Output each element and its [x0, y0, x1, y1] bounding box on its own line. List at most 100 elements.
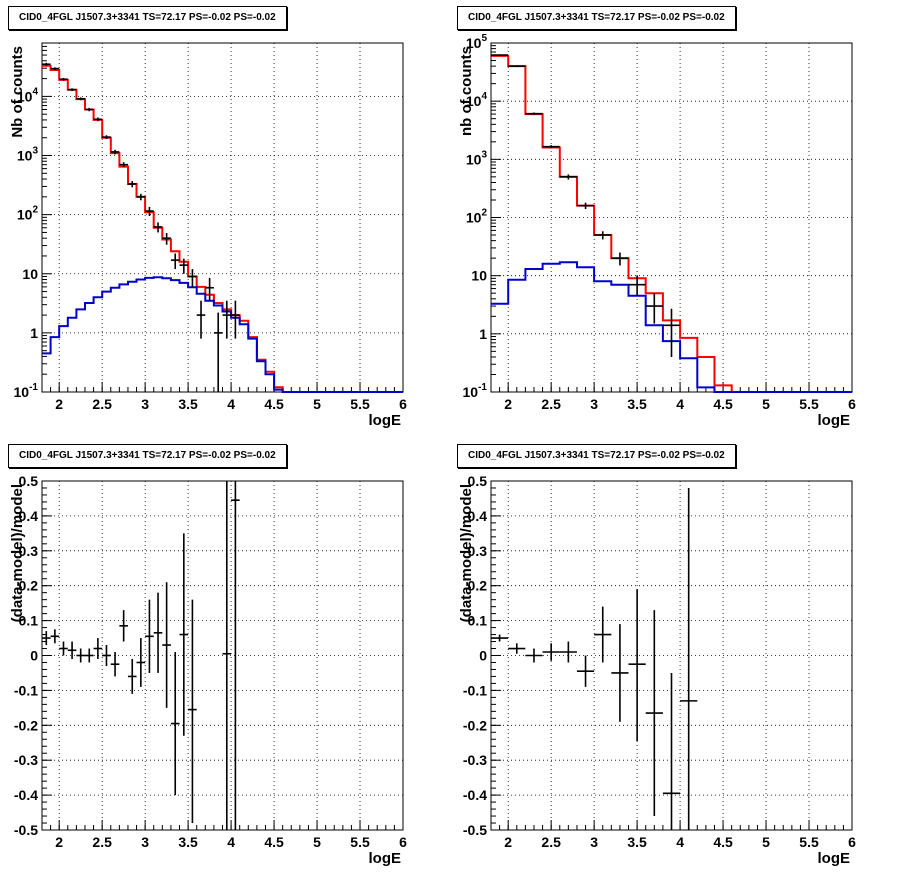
x-tick-label: 2	[55, 834, 63, 850]
x-tick-label: 4	[227, 834, 235, 850]
y-tick-label: 0	[30, 648, 38, 664]
x-tick-label: 2.5	[92, 834, 112, 850]
y-axis-title: (data-model)/model	[9, 484, 26, 622]
grid	[42, 43, 404, 392]
y-tick-label: 0.1	[468, 613, 488, 629]
data-point	[645, 610, 663, 817]
data-point	[145, 599, 154, 673]
data-point	[594, 231, 612, 240]
data-point	[559, 174, 577, 180]
data-point	[162, 232, 171, 245]
plot-frame	[41, 42, 404, 393]
x-tick-label: 6	[399, 396, 407, 412]
axes	[41, 42, 404, 393]
data-point	[67, 641, 77, 659]
x-tick-label: 3	[141, 396, 149, 412]
y-tick-label: -0.1	[463, 682, 487, 698]
y-tick-label: 1	[30, 325, 38, 341]
data-point	[76, 648, 85, 663]
data-point	[594, 606, 612, 663]
data-point	[119, 610, 128, 642]
y-tick-label: 104	[466, 91, 488, 109]
data-point	[119, 162, 128, 168]
data-point	[110, 652, 120, 677]
x-tick-label: 4.5	[713, 396, 733, 412]
y-tick-label: 10-1	[14, 382, 39, 400]
data-points	[491, 487, 698, 830]
y-tick-label: -0.3	[14, 752, 38, 768]
data-point	[59, 77, 68, 81]
data-point	[525, 648, 543, 663]
x-tick-label: 5	[313, 396, 321, 412]
x-tick-label: 5	[762, 396, 770, 412]
x-tick-label: 3.5	[627, 396, 647, 412]
y-tick-label: 0.4	[468, 508, 488, 524]
data-point	[222, 300, 232, 339]
y-axis-title: nb of counts	[458, 46, 475, 136]
x-tick-label: 5	[762, 834, 770, 850]
data-point	[170, 253, 180, 270]
grid	[491, 481, 853, 830]
data-point	[508, 65, 526, 68]
data-point	[179, 258, 189, 274]
plot-frame	[41, 480, 404, 831]
data-point	[42, 62, 51, 66]
data-point	[67, 88, 77, 92]
x-tick-label: 5	[313, 834, 321, 850]
data-point	[231, 300, 240, 339]
data-point	[127, 181, 137, 188]
y-tick-label: 0	[479, 648, 487, 664]
y-tick-label: 0.2	[468, 578, 488, 594]
x-tick-label: 6	[848, 396, 856, 412]
data-point	[179, 533, 189, 736]
data-point	[491, 634, 509, 642]
y-tick-label: 0.5	[19, 473, 39, 489]
y-axis-title: Nb of counts	[9, 46, 26, 138]
chart-title: CID0_4FGL J1507.3+3341 TS=72.17 PS=-0.02…	[457, 444, 736, 468]
data-point	[127, 658, 137, 694]
data-points	[42, 481, 240, 830]
chart-title: CID0_4FGL J1507.3+3341 TS=72.17 PS=-0.02…	[457, 6, 736, 30]
data-point	[76, 97, 85, 101]
y-tick-label: 10	[471, 268, 487, 284]
data-point	[102, 135, 111, 140]
data-point	[196, 300, 206, 339]
x-tick-label: 4.5	[264, 396, 284, 412]
x-tick-label: 4	[227, 396, 235, 412]
data-point	[205, 277, 214, 301]
pad-residuals-right: 2 2.5 3 3.5 4 4.5 5 5.5 6 -0.5 -0.4 -0.3 -0.2 -0.1 0 0.…	[449, 438, 898, 875]
y-tick-label: -0.4	[14, 787, 38, 803]
x-axis-title: logE	[818, 412, 851, 429]
x-tick-label: 3.5	[178, 396, 198, 412]
x-tick-label: 4.5	[264, 834, 284, 850]
x-tick-label: 4	[676, 396, 684, 412]
data-point	[680, 487, 698, 830]
data-point	[222, 481, 232, 830]
x-tick-label: 2.5	[541, 396, 561, 412]
y-tick-label: -0.1	[14, 682, 38, 698]
data-point	[136, 638, 146, 687]
data-point	[188, 599, 197, 824]
data-points	[42, 62, 240, 392]
grid	[42, 481, 404, 830]
model-source-line	[491, 261, 852, 393]
model-total-line	[42, 64, 403, 393]
data-point	[84, 648, 94, 663]
data-point	[628, 589, 646, 742]
data-point	[50, 629, 60, 644]
x-tick-label: 5.5	[350, 396, 370, 412]
y-tick-label: 10-1	[463, 382, 488, 400]
data-point	[153, 592, 163, 673]
x-tick-label: 2.5	[541, 834, 561, 850]
y-tick-label: -0.5	[463, 822, 487, 838]
y-tick-label: -0.2	[463, 717, 487, 733]
data-point	[188, 269, 197, 287]
y-tick-label: -0.3	[463, 752, 487, 768]
x-axis-title: logE	[818, 850, 851, 867]
x-tick-label: 2.5	[92, 396, 112, 412]
data-point	[93, 117, 103, 122]
data-point	[542, 145, 560, 149]
x-tick-label: 2	[504, 396, 512, 412]
data-point	[84, 107, 94, 112]
x-tick-label: 4.5	[713, 834, 733, 850]
